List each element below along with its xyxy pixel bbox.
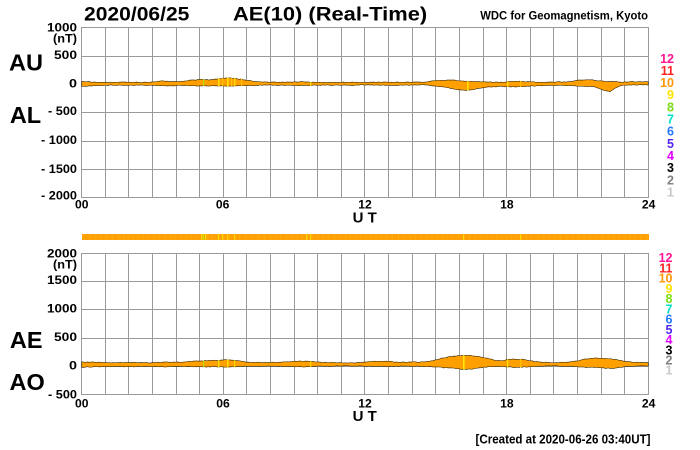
svg-text:9: 9 <box>667 88 674 102</box>
svg-text:500: 500 <box>54 50 77 62</box>
svg-text:1000: 1000 <box>47 23 77 35</box>
svg-text:5: 5 <box>667 137 674 151</box>
svg-text:2020/06/25: 2020/06/25 <box>84 5 190 26</box>
svg-text:24: 24 <box>642 396 656 410</box>
svg-text:00: 00 <box>75 396 89 410</box>
svg-text:12: 12 <box>659 251 673 265</box>
svg-text:12: 12 <box>358 396 372 410</box>
svg-text:1: 1 <box>666 364 673 378</box>
svg-text:U T: U T <box>353 209 377 226</box>
svg-text:WDC for Geomagnetism, Kyoto: WDC for Geomagnetism, Kyoto <box>480 9 648 23</box>
svg-text:18: 18 <box>500 396 514 410</box>
svg-text:10: 10 <box>659 272 673 286</box>
svg-text:2000: 2000 <box>47 248 77 260</box>
svg-text:(nT): (nT) <box>53 260 77 272</box>
svg-text:11: 11 <box>659 261 672 275</box>
svg-text:00: 00 <box>75 198 89 212</box>
svg-text:U T: U T <box>353 408 377 425</box>
svg-text:10: 10 <box>660 76 674 90</box>
svg-text:- 500: - 500 <box>48 389 77 401</box>
svg-text:- 1500: - 1500 <box>41 164 77 176</box>
svg-text:5: 5 <box>666 323 673 337</box>
svg-text:06: 06 <box>216 396 230 410</box>
svg-text:- 2000: - 2000 <box>41 191 77 203</box>
svg-text:0: 0 <box>69 361 77 373</box>
svg-text:AE(10) (Real-Time): AE(10) (Real-Time) <box>233 5 427 26</box>
svg-text:4: 4 <box>666 333 673 347</box>
svg-text:8: 8 <box>667 100 674 114</box>
svg-text:9: 9 <box>666 282 673 296</box>
svg-text:3: 3 <box>666 343 673 357</box>
svg-text:12: 12 <box>660 52 674 66</box>
svg-text:6: 6 <box>666 313 673 327</box>
svg-text:AO: AO <box>9 369 44 395</box>
svg-text:AL: AL <box>10 102 41 128</box>
svg-text:(nT): (nT) <box>53 33 77 45</box>
svg-text:06: 06 <box>216 198 230 212</box>
svg-text:7: 7 <box>667 113 674 127</box>
svg-text:[Created at 2020-06-26 03:40UT: [Created at 2020-06-26 03:40UT] <box>476 431 651 446</box>
svg-text:1500: 1500 <box>47 275 77 287</box>
svg-text:4: 4 <box>667 149 674 163</box>
svg-text:7: 7 <box>666 302 673 316</box>
svg-text:1000: 1000 <box>47 304 77 316</box>
svg-text:24: 24 <box>642 198 656 212</box>
svg-text:- 1000: - 1000 <box>41 135 77 147</box>
svg-text:0: 0 <box>69 79 77 91</box>
svg-text:2: 2 <box>667 173 674 187</box>
svg-text:AE: AE <box>10 327 43 353</box>
svg-text:11: 11 <box>661 64 674 78</box>
svg-text:- 500: - 500 <box>48 106 77 118</box>
svg-text:AU: AU <box>9 50 43 76</box>
svg-text:1: 1 <box>667 186 674 200</box>
svg-text:8: 8 <box>666 292 673 306</box>
svg-text:12: 12 <box>358 198 372 212</box>
svg-text:2: 2 <box>666 354 673 368</box>
svg-text:500: 500 <box>54 332 77 344</box>
svg-text:6: 6 <box>667 125 674 139</box>
svg-text:18: 18 <box>500 198 514 212</box>
svg-text:3: 3 <box>667 161 674 175</box>
